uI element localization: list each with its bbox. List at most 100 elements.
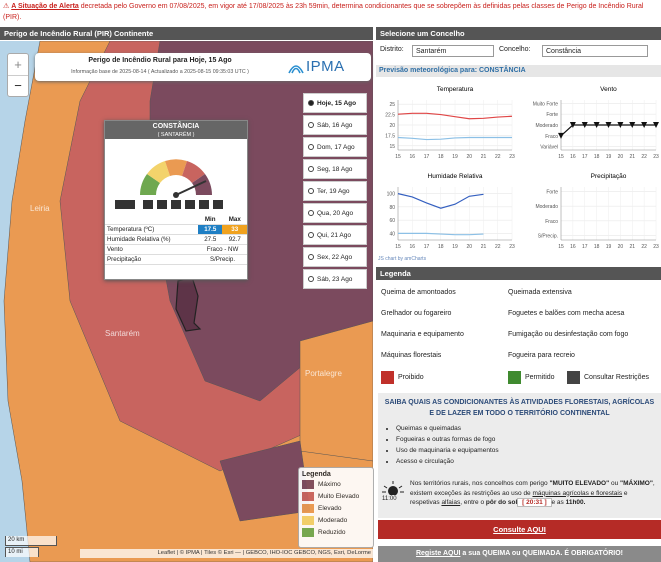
- row-label: Temperatura (ºC): [105, 224, 198, 235]
- logo: IPMA: [306, 58, 345, 75]
- district-select[interactable]: Santarém: [412, 45, 494, 57]
- y-tick-label: Fraco: [545, 134, 558, 140]
- notice-text[interactable]: máquinas agrícolas e florestais: [532, 489, 623, 497]
- radio[interactable]: [308, 210, 314, 216]
- side-header: Selecione um Concelho: [376, 27, 661, 40]
- date-option[interactable]: Ter, 19 Ago: [303, 181, 367, 201]
- legend-item: Muito Elevado: [299, 490, 373, 502]
- place-label: Portalegre: [305, 369, 342, 378]
- date-option[interactable]: Sáb, 16 Ago: [303, 115, 367, 135]
- popup: CONSTÂNCIA ( SANTARÉM ) Min Max Temperatur…: [104, 120, 248, 280]
- x-tick-label: 16: [570, 244, 576, 250]
- sun-icon: [382, 481, 404, 495]
- attribution[interactable]: Leaflet | © IPMA | Tiles © Esri — | GEBC…: [80, 549, 373, 558]
- activity-label: Grelhador ou fogareiro: [381, 310, 452, 317]
- popup-row: Vento Fraco - NW: [105, 244, 247, 255]
- x-tick-label: 22: [641, 154, 647, 160]
- notice-title: SAIBA QUAIS AS CONDICIONANTES ÀS ATIVIDA…: [384, 399, 655, 417]
- y-tick-label: 40: [389, 231, 395, 237]
- x-tick-label: 16: [409, 244, 415, 250]
- radio[interactable]: [308, 188, 314, 194]
- zoom-in[interactable]: +: [8, 54, 28, 76]
- wind-arrow: [593, 122, 600, 128]
- notice-text: , entre o: [460, 499, 486, 506]
- x-tick-label: 22: [495, 154, 501, 160]
- date-option[interactable]: Sáb, 23 Ago: [303, 269, 367, 289]
- status-swatch: [381, 371, 394, 384]
- x-tick-label: 18: [438, 244, 444, 250]
- legend-swatch: [302, 503, 314, 513]
- selected-municipality[interactable]: [175, 276, 202, 332]
- date-label: Ter, 19 Ago: [317, 187, 350, 195]
- x-tick-label: 19: [452, 244, 458, 250]
- notice-text[interactable]: alfaias: [441, 499, 461, 506]
- legend-label: Máximo: [318, 480, 341, 488]
- notice-text: "MUITO ELEVADO": [549, 480, 610, 487]
- x-tick-label: 20: [466, 244, 472, 250]
- popup-head: Min Max: [105, 215, 247, 225]
- place-label: Santarém: [105, 329, 140, 338]
- legend-label: Reduzido: [318, 528, 346, 536]
- x-tick-label: 17: [582, 244, 588, 250]
- x-tick-label: 20: [466, 154, 472, 160]
- x-tick-label: 19: [606, 154, 612, 160]
- municipality-select[interactable]: Constância: [542, 45, 648, 57]
- notice-paragraph: Nos territórios rurais, nos concelhos co…: [410, 479, 658, 508]
- popup-row: Precipitação S/Precip.: [105, 254, 247, 265]
- radio[interactable]: [308, 100, 314, 106]
- notice-item: Uso de maquinaria e equipamentos: [396, 445, 661, 456]
- wind-arrow: [617, 122, 624, 128]
- activity-label: Fumigação ou desinfestação com fogo: [508, 331, 629, 338]
- consult-button[interactable]: Consulte AQUI: [378, 520, 661, 539]
- radio[interactable]: [308, 144, 314, 150]
- cell: 33: [222, 224, 247, 235]
- row-label: Humidade Relativa (%): [105, 234, 198, 245]
- popup-row: Humidade Relativa (%) 27.5 92.7: [105, 234, 247, 245]
- x-tick-label: 20: [618, 244, 624, 250]
- wind-arrow: [653, 122, 659, 128]
- column-label: Min: [198, 215, 223, 225]
- radio[interactable]: [308, 276, 314, 282]
- places: Leiria Santarém Portalegre: [30, 204, 342, 378]
- radio[interactable]: [308, 232, 314, 238]
- footer-text: a sua QUEIMA ou QUEIMADA. É OBRIGATÓRIO!: [460, 550, 624, 557]
- alert: ⚠ A Situação de Alerta decretada pelo Go…: [3, 1, 658, 23]
- x-tick-label: 23: [509, 154, 515, 160]
- radio[interactable]: [308, 166, 314, 172]
- zoom-out[interactable]: −: [14, 78, 22, 93]
- radio[interactable]: [308, 254, 314, 260]
- wind-arrow: [581, 122, 588, 128]
- wind-arrow: [629, 122, 636, 128]
- x-tick-label: 15: [558, 154, 564, 160]
- notice-text: Nos territórios rurais, nos concelhos co…: [410, 480, 550, 487]
- alert-text: decretada pelo Governo em 07/08/2025, em…: [3, 3, 644, 21]
- popup-title: CONSTÂNCIA: [105, 121, 247, 131]
- legend-item: Elevado: [299, 502, 373, 514]
- date-label: Dom, 17 Ago: [317, 143, 355, 151]
- map-info-subtitle: Informação base de 2025-08-14 ( Actualiz…: [71, 69, 249, 75]
- x-tick-label: 15: [395, 154, 401, 160]
- x-tick-label: 21: [481, 154, 487, 160]
- cell: Fraco - NW: [198, 244, 247, 255]
- radio[interactable]: [308, 122, 314, 128]
- y-tick-label: Fraco: [545, 219, 558, 225]
- legend-label: Moderado: [318, 516, 348, 524]
- y-tick-label: Forte: [546, 189, 558, 195]
- date-option[interactable]: Dom, 17 Ago: [303, 137, 367, 157]
- date-label: Sex, 22 Ago: [317, 253, 353, 261]
- y-tick-label: 25: [389, 102, 395, 108]
- footer-link[interactable]: Registe AQUI: [415, 550, 461, 557]
- notice-text: e respetivas: [410, 489, 628, 507]
- legend-item: Moderado: [299, 514, 373, 526]
- date-option[interactable]: Sex, 22 Ago: [303, 247, 367, 267]
- chart-credit[interactable]: JS chart by amCharts: [378, 256, 427, 262]
- date-option[interactable]: Qui, 21 Ago: [303, 225, 367, 245]
- region: [299, 320, 373, 462]
- date-option[interactable]: Hoje, 15 Ago: [303, 93, 367, 113]
- date-option[interactable]: Qua, 20 Ago: [303, 203, 367, 223]
- map-info: Perigo de Incêndio Rural para Hoje, 15 A…: [35, 53, 371, 81]
- series-line: [397, 136, 512, 141]
- activity-label: Foguetes e balões com mecha acesa: [508, 310, 625, 317]
- date-option[interactable]: Seg, 18 Ago: [303, 159, 367, 179]
- date-label: Qui, 21 Ago: [317, 231, 351, 239]
